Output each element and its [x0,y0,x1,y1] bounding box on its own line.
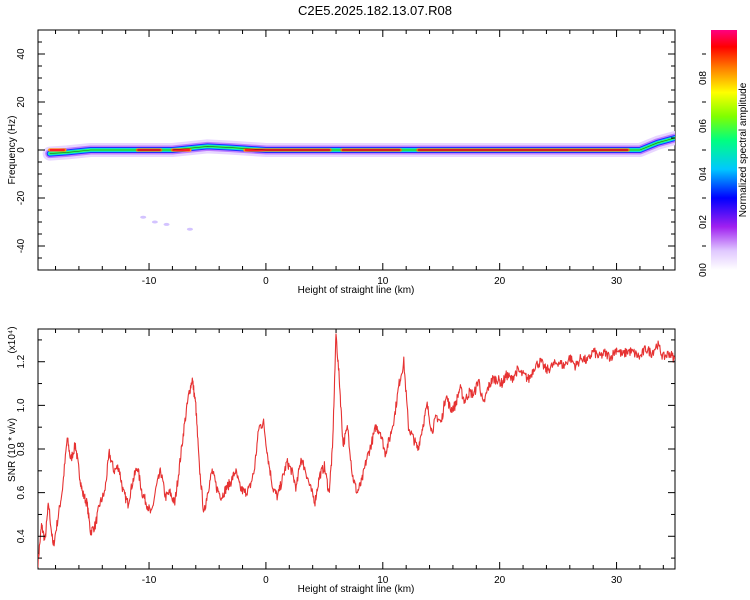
colorbar-tick-label: 0.0 [698,263,709,277]
x-tick-label: 30 [611,575,623,586]
faint-spectral-point [140,215,147,219]
snr-frame [37,328,676,570]
snr-series-line [38,333,675,568]
x-tick-label: -10 [142,575,157,586]
colorbar-tick-label: 0.8 [698,71,709,85]
x-tick-label: 30 [611,276,623,287]
y-tick-label: 1.2 [16,354,27,368]
spectrogram-xlabel: Height of straight line (km) [298,285,415,296]
y-tick-label: 0 [16,147,27,153]
colorbar-label: Normalized spectral amplitude [738,82,749,217]
spectrogram-ylabel: Frequency (Hz) [7,116,18,185]
faint-spectral-point [163,222,170,226]
colorbar-tick-label: 0.6 [698,119,709,133]
y-tick-label: 0.6 [16,485,27,499]
spectrogram-panel: -10 0 10 20 30 -40 -20 0 20 40 Height of straight… [7,29,676,296]
x-tick-label: 10 [377,575,389,586]
colorbar: 0.0 0.2 0.4 0.6 0.8 Normalized spectral ampl… [698,30,749,277]
y-tick-label: 20 [16,96,27,108]
colorbar-tick-label: 0.2 [698,215,709,229]
y-tick-label: -40 [16,238,27,253]
x-tick-label: 0 [263,276,269,287]
snr-xlabel: Height of straight line (km) [298,584,415,595]
snr-ylabel: SNR (10 * v/v) [7,418,18,482]
colorbar-tick-label: 0.4 [698,167,709,181]
y-tick-label: 0.8 [16,442,27,456]
x-tick-label: -10 [142,276,157,287]
y-tick-label: -20 [16,190,27,205]
faint-spectral-point [186,227,193,231]
y-tick-label: 0.4 [16,529,27,543]
snr-multiplier: (x10⁴) [7,326,18,353]
y-tick-label: 1.0 [16,398,27,412]
snr-panel: -10 0 10 20 30 0.4 0.6 0.8 1.0 1.2 Height of stra… [7,326,676,595]
colorbar-gradient [711,30,737,270]
x-tick-label: 10 [377,276,389,287]
x-tick-label: 0 [263,575,269,586]
chart-title: C2E5.2025.182.13.07.R08 [298,3,452,18]
x-tick-label: 20 [494,575,506,586]
x-tick-label: 20 [494,276,506,287]
faint-spectral-point [151,220,158,224]
y-tick-label: 40 [16,48,27,60]
spectral-ridge-outline [49,137,675,154]
